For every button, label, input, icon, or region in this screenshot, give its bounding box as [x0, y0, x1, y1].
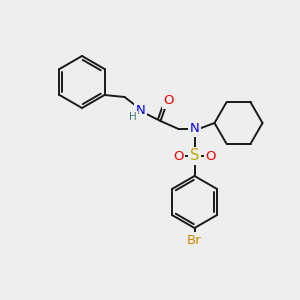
Text: N: N [136, 104, 146, 118]
Text: N: N [190, 122, 200, 136]
Text: Br: Br [187, 233, 202, 247]
Text: O: O [205, 149, 216, 163]
Text: S: S [190, 148, 199, 164]
Text: H: H [129, 112, 136, 122]
Text: O: O [163, 94, 174, 107]
Text: O: O [173, 149, 184, 163]
